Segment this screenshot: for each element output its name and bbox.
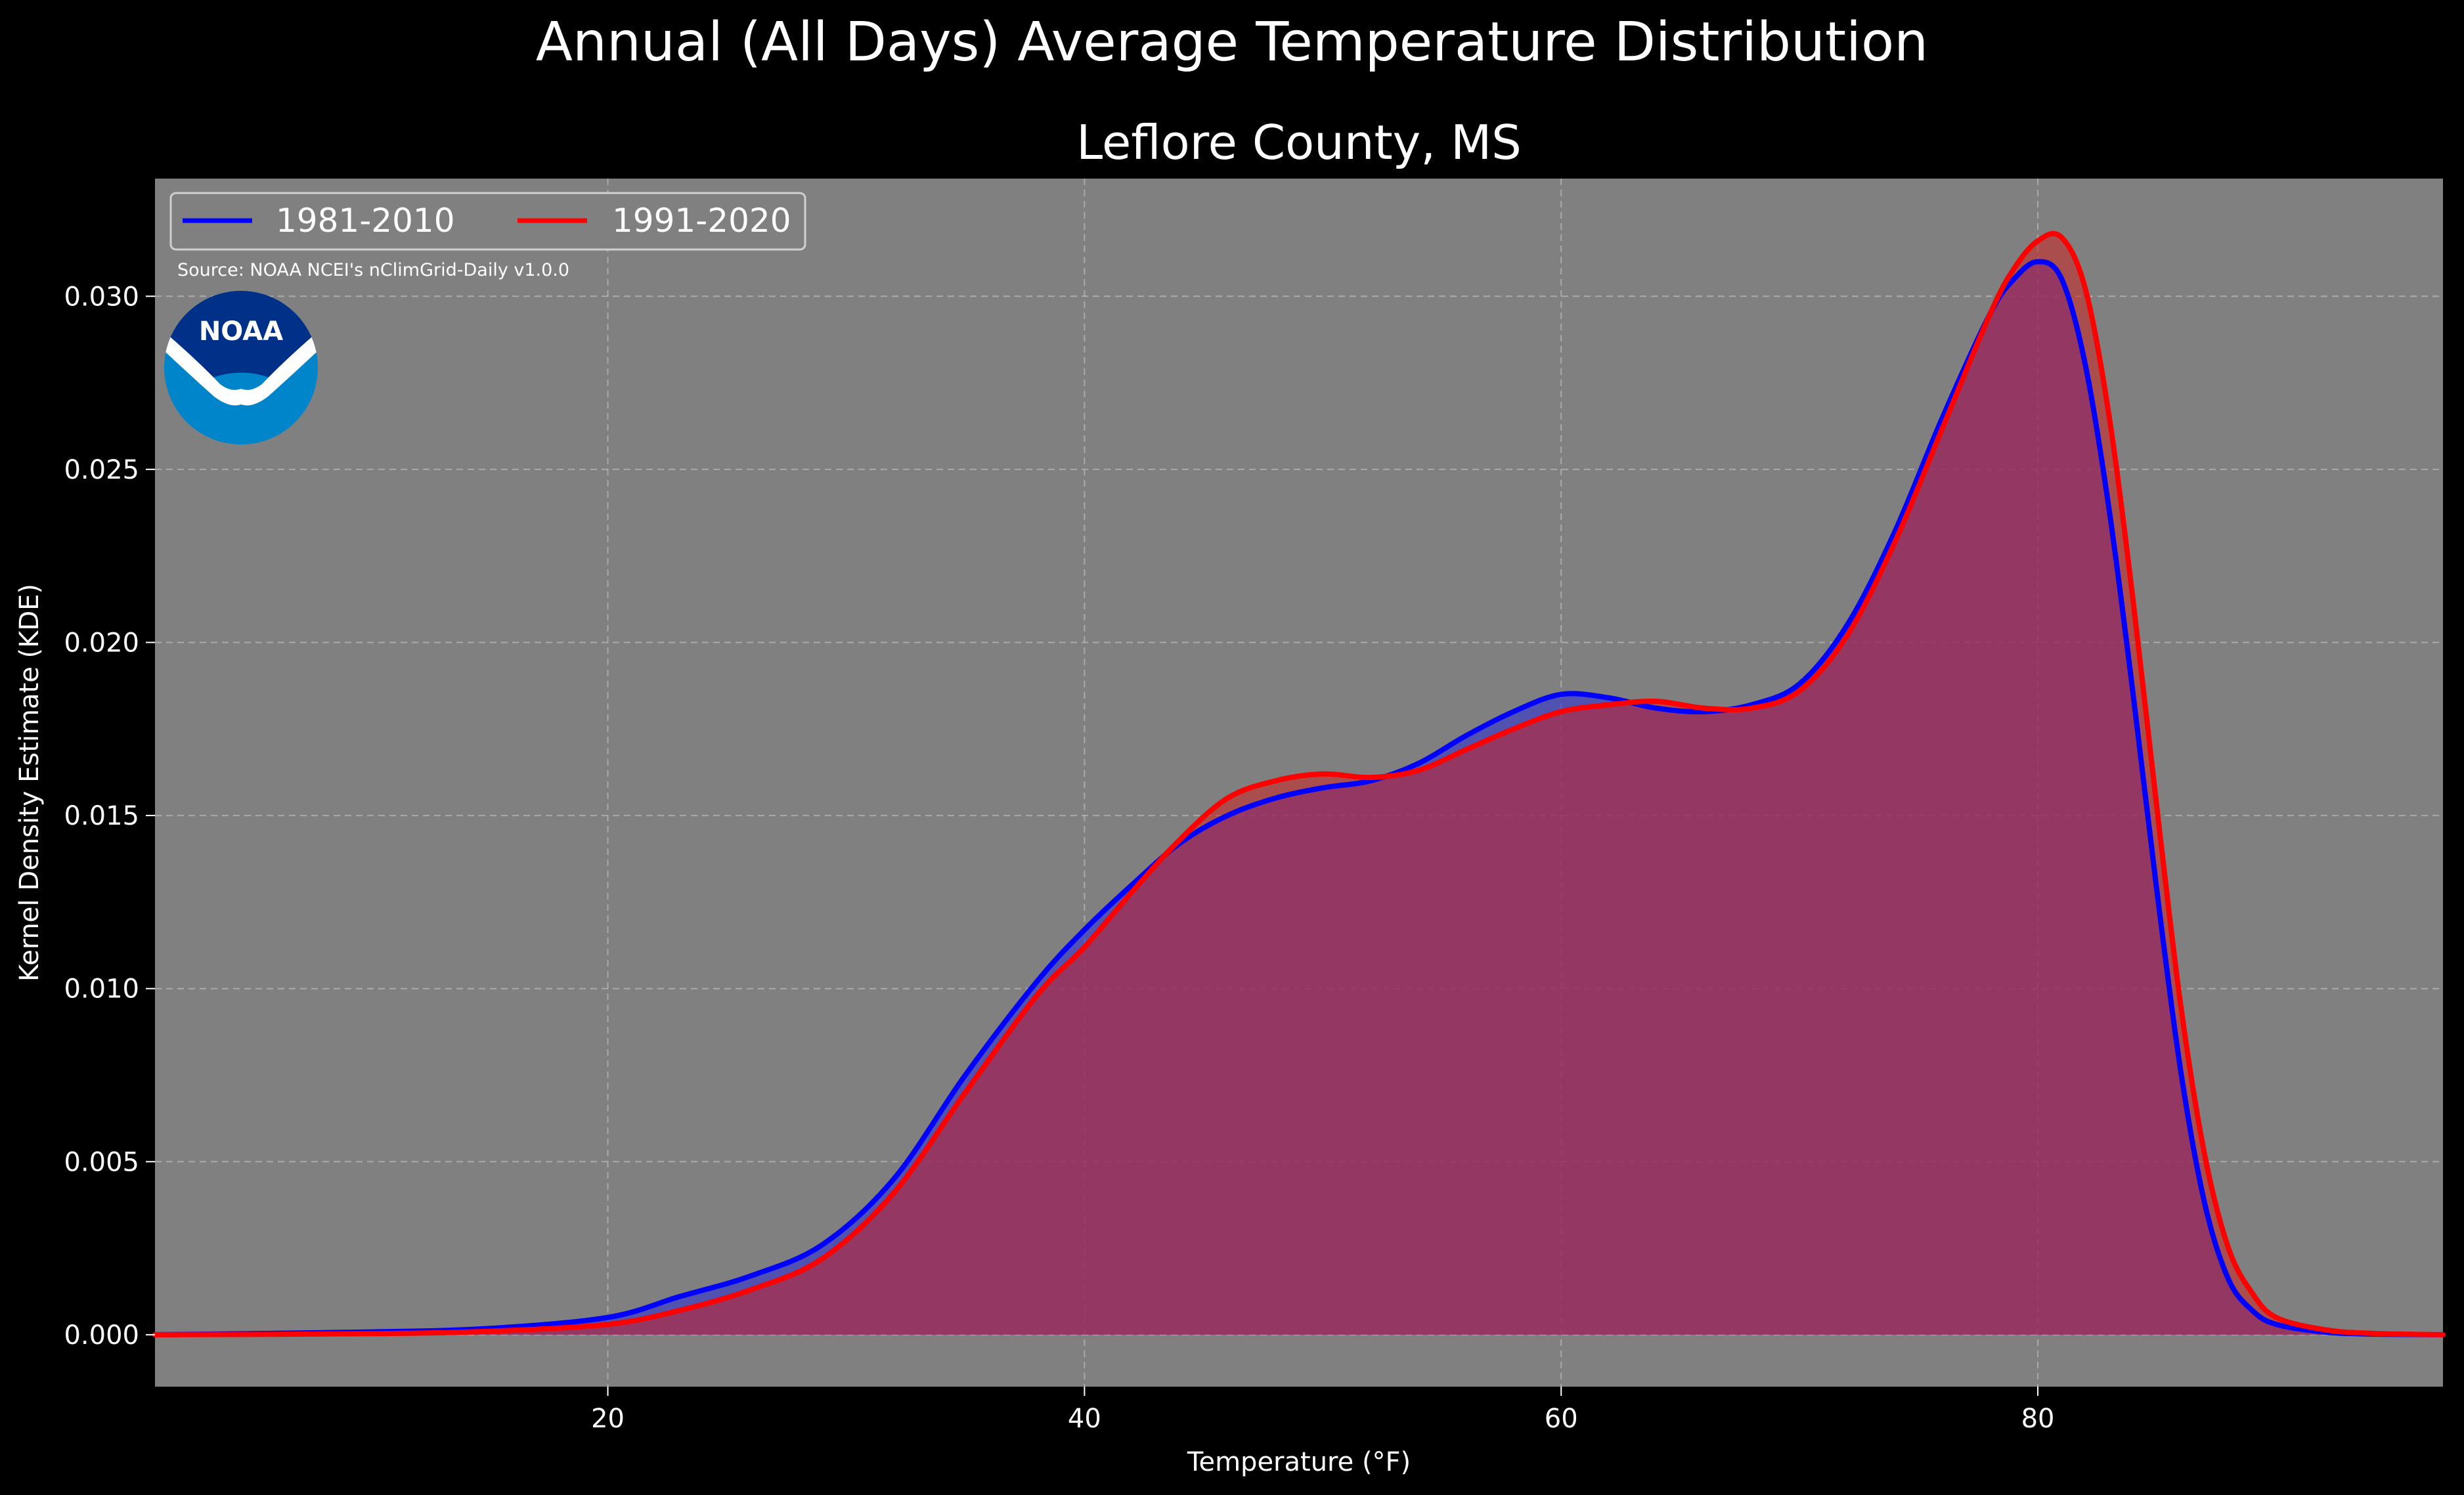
x-tick-label: 40 [1068,1404,1101,1434]
density-lines [152,230,2446,1337]
y-tick-label: 0.025 [64,455,139,485]
y-tick-label: 0.030 [64,282,139,312]
legend-label-1991-2020: 1991-2020 [612,202,791,240]
x-tick-label: 20 [591,1404,625,1434]
legend-label-1981-2010: 1981-2010 [276,202,455,240]
y-tick-label: 0.015 [64,801,139,831]
x-tick-label: 60 [1545,1404,1578,1434]
legend: 1981-2010 1991-2020 [169,192,806,251]
y-axis-ticks: 0.000 0.005 0.010 0.015 0.020 0.025 0.030 [64,282,155,1351]
y-tick-label: 0.010 [64,974,139,1005]
chart-subtitle: Leflore County, MS [1076,115,1522,170]
density-areas [155,233,2443,1335]
line-1981-2010 [152,259,2446,1337]
x-axis-label: Temperature (°F) [1187,1447,1411,1477]
legend-box [169,192,806,251]
y-axis-label: Kernel Density Estimate (KDE) [14,584,45,982]
y-tick-label: 0.000 [64,1320,139,1351]
area-1991-2020 [155,233,2443,1335]
noaa-logo: NOAA [164,291,318,444]
y-tick-label: 0.020 [64,628,139,658]
source-note: Source: NOAA NCEI's nClimGrid-Daily v1.0… [177,260,569,280]
noaa-logo-gull [164,328,318,406]
noaa-logo-text: NOAA [199,316,283,347]
y-tick-label: 0.005 [64,1147,139,1177]
x-axis-ticks: 20 40 60 80 [591,1387,2054,1434]
noaa-logo-sky [164,291,318,378]
chart-title: Annual (All Days) Average Temperature Di… [536,11,1928,74]
x-tick-label: 80 [2021,1404,2055,1434]
line-1991-2020 [152,230,2446,1337]
